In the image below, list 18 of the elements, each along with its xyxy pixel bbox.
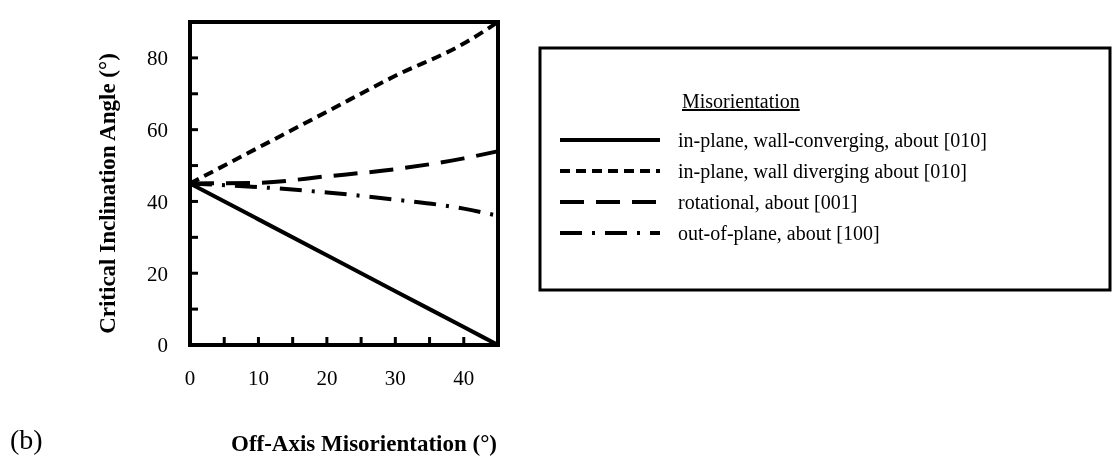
y-tick-label: 0 — [157, 333, 168, 358]
y-tick-label: 60 — [147, 118, 168, 143]
legend-label: out-of-plane, about [100] — [678, 222, 880, 245]
x-tick-label: 40 — [453, 366, 475, 390]
y-tick-label: 80 — [147, 46, 168, 71]
legend-label: in-plane, wall-converging, about [010] — [678, 129, 987, 152]
y-tick-label: 20 — [147, 261, 168, 286]
legend-label: rotational, about [001] — [678, 191, 858, 213]
x-tick-label: 30 — [384, 366, 406, 390]
x-tick-label: 0 — [184, 366, 196, 390]
legend-title: Misorientation — [682, 90, 800, 112]
text: (b) — [10, 424, 43, 455]
x-tick-label: 20 — [316, 366, 338, 390]
x-tick-label: 10 — [247, 366, 269, 390]
y-tick-label: 40 — [147, 189, 168, 214]
legend-label: in-plane, wall diverging about [010] — [678, 160, 968, 183]
y-axis-title: Critical Inclination Angle (°) — [95, 53, 120, 334]
x-axis-title: Off-Axis Misorientation (°) — [231, 431, 497, 456]
